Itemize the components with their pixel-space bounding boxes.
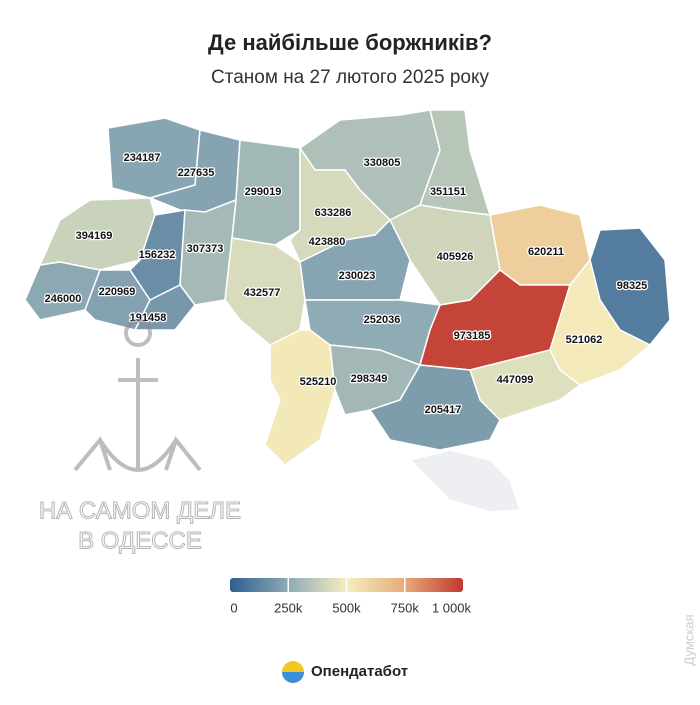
subtitle: Станом на 27 лютого 2025 року bbox=[211, 67, 489, 88]
region-value: 394169 bbox=[76, 230, 113, 242]
scale-tick-label: 500k bbox=[332, 600, 361, 615]
region-value: 307373 bbox=[187, 243, 224, 255]
region-value: 633286 bbox=[315, 207, 352, 219]
region-value: 351151 bbox=[430, 186, 466, 198]
region-value: 252036 bbox=[364, 314, 401, 326]
region-value: 98325 bbox=[617, 280, 648, 292]
region-value: 220969 bbox=[99, 286, 136, 298]
label-layer: 234187 227635 299019 330805 351151 633286 3941… bbox=[43, 151, 648, 418]
region-value: 620211 bbox=[528, 246, 564, 258]
region-value: 423880 bbox=[309, 236, 346, 248]
scale-tick-label: 750k bbox=[391, 600, 420, 615]
region bbox=[264, 329, 336, 466]
legend: 0 250k 500k 750k 1 000k bbox=[230, 578, 471, 615]
region-value: 973185 bbox=[454, 330, 491, 342]
anchor-icon bbox=[73, 319, 202, 472]
side-watermark: Думская bbox=[681, 614, 696, 665]
scale-tick-label: 250k bbox=[274, 600, 303, 615]
region-value: 405926 bbox=[437, 251, 474, 263]
region-value: 227635 bbox=[178, 167, 215, 179]
region-value: 156232 bbox=[139, 249, 176, 261]
region-value: 521062 bbox=[566, 334, 603, 346]
region bbox=[133, 284, 196, 331]
region bbox=[368, 364, 501, 451]
scale-tick-label: 0 bbox=[230, 600, 237, 615]
region-layer bbox=[24, 109, 671, 513]
region-value: 246000 bbox=[45, 293, 82, 305]
region-value: 432577 bbox=[244, 287, 281, 299]
crimea bbox=[408, 449, 522, 513]
brand: Опендатабот bbox=[311, 663, 408, 680]
region-value: 298349 bbox=[351, 373, 388, 385]
region-value: 234187 bbox=[124, 152, 161, 164]
region-value: 230023 bbox=[339, 270, 376, 282]
region-value: 299019 bbox=[245, 186, 282, 198]
scale-tick-label: 1 000k bbox=[432, 600, 472, 615]
logo-icon-half bbox=[282, 672, 304, 683]
region-value: 525210 bbox=[300, 376, 337, 388]
watermark: НА САМОМ ДЕЛЕ В ОДЕССЕ bbox=[38, 319, 242, 555]
region-value: 205417 bbox=[425, 404, 462, 416]
watermark-line: НА САМОМ ДЕЛЕ bbox=[39, 497, 241, 524]
region-value: 447099 bbox=[497, 374, 534, 386]
title: Де найбільше боржників? bbox=[208, 30, 492, 55]
watermark-line: В ОДЕССЕ bbox=[78, 527, 202, 554]
region-value: 330805 bbox=[364, 157, 401, 169]
